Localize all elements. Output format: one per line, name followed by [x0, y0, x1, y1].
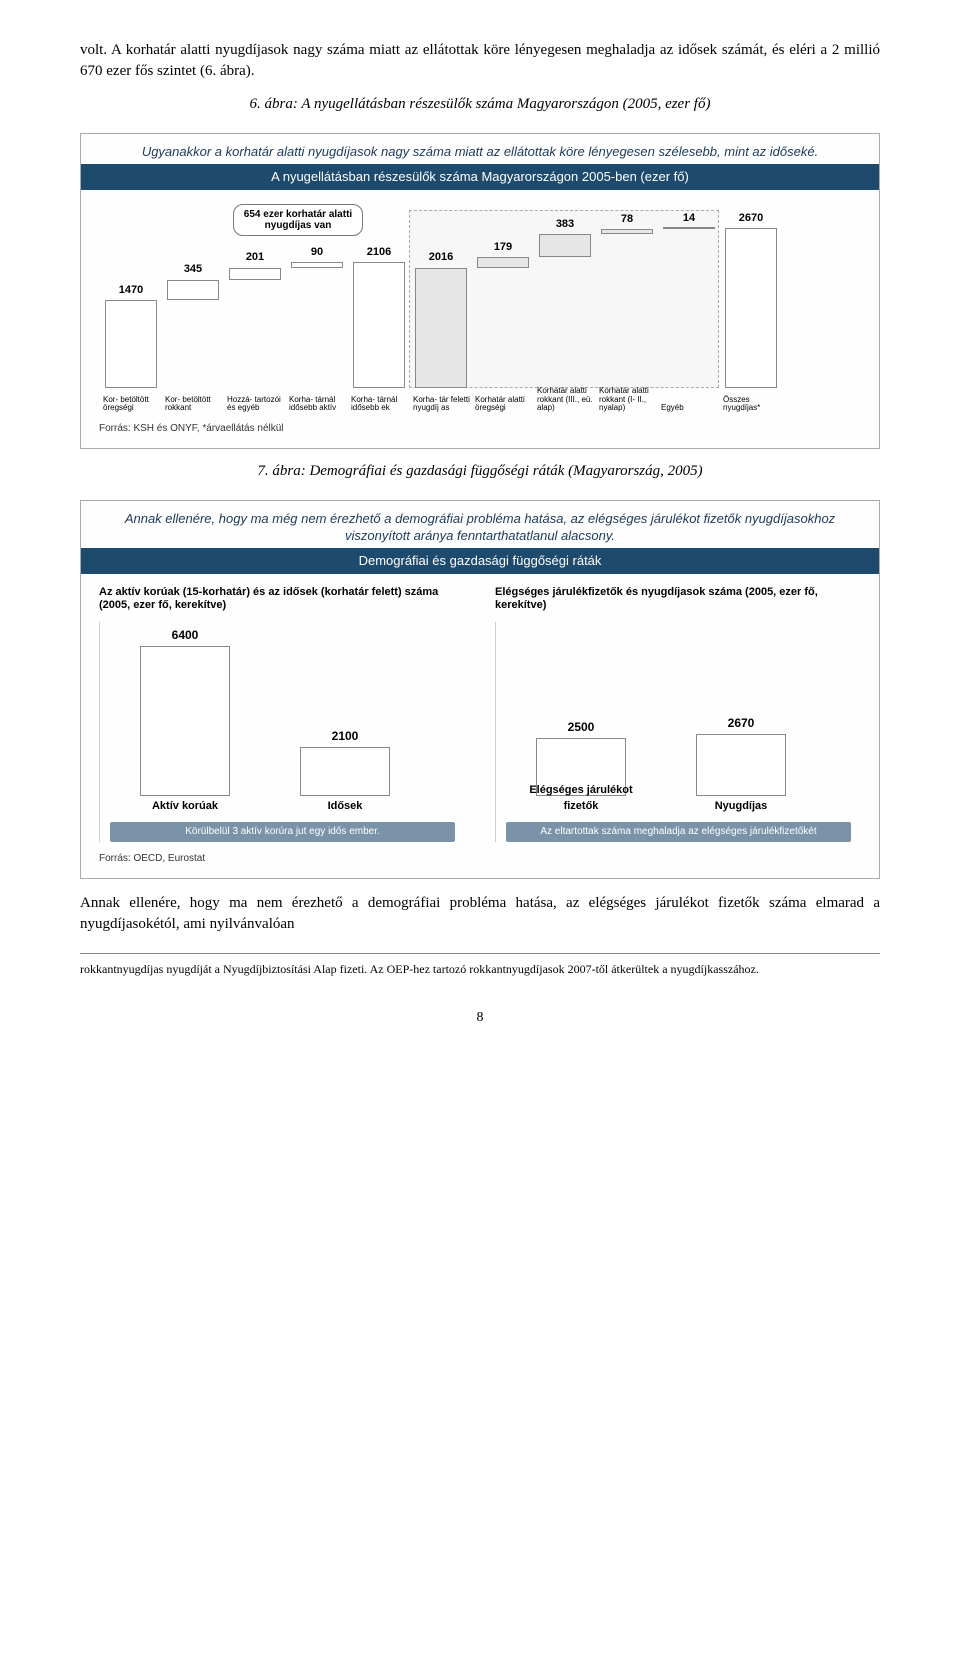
- fig6-bar: [291, 262, 343, 267]
- fig7-bar-category: Aktív korúak: [130, 799, 240, 814]
- fig6-bar-label: 90: [297, 245, 337, 260]
- fig7-left-bars: 6400 Aktív korúak 2100 Idősek Körülbelül 3 a…: [99, 622, 465, 842]
- fig6-bar: [229, 268, 281, 280]
- fig7-panel-right: Elégséges járulékfizetők és nyugdíjasok …: [495, 586, 861, 842]
- fig6-bar-label: 383: [545, 217, 585, 232]
- fig6-title-bar: A nyugellátásban részesülők száma Magyar…: [81, 164, 879, 190]
- fig7-lead: Annak ellenére, hogy ma még nem érezhető…: [99, 511, 861, 544]
- fig6-bar: [105, 300, 157, 388]
- fig6-category-label: Hozzá- tartozói és egyéb: [227, 396, 285, 413]
- fig6-bar: [167, 280, 219, 301]
- fig6-category-label: Korha- tárnál idősebb ek: [351, 396, 409, 413]
- fig6-bar-label: 1470: [111, 283, 151, 298]
- page-number: 8: [80, 1008, 880, 1028]
- fig6-bar: [663, 227, 715, 229]
- fig6-box: Ugyanakkor a korhatár alatti nyugdíjasok…: [80, 133, 880, 449]
- fig7-panel-right-title: Elégséges járulékfizetők és nyugdíjasok …: [495, 586, 861, 614]
- fig6-category-label: Korha- tár feletti nyugdíj as: [413, 396, 471, 413]
- fig6-category-label: Korhatár alatti öregségi: [475, 396, 533, 413]
- fig7-box: Annak ellenére, hogy ma még nem érezhető…: [80, 500, 880, 879]
- fig6-source: Forrás: KSH és ONYF, *árvaellátás nélkül: [99, 422, 861, 436]
- fig6-bar-label: 2016: [421, 250, 461, 265]
- fig7-bar-value: 2100: [300, 728, 390, 745]
- fig6-category-label: Egyéb: [661, 404, 719, 412]
- fig6-bar-label: 2670: [731, 211, 771, 226]
- fig7-bar-category: Idősek: [290, 799, 400, 814]
- fig6-waterfall-chart: 654 ezer korhatár alatti nyugdíjas van 14…: [99, 202, 861, 412]
- fig6-bar: [601, 229, 653, 234]
- fig7-bar-category: Nyugdíjas: [686, 799, 796, 814]
- fig6-category-label: Korha- tárnál idősebb aktív: [289, 396, 347, 413]
- fig7-bar-value: 2670: [696, 715, 786, 732]
- fig6-category-label: Korhatár alatti rokkant (III., eü. alap): [537, 387, 595, 412]
- fig6-category-label: Korhatár alatti rokkant (I- II., nyalap): [599, 387, 657, 412]
- fig7-bar-value: 6400: [140, 627, 230, 644]
- fig7-bar-value: 2500: [536, 719, 626, 736]
- fig6-caption: 6. ábra: A nyugellátásban részesülők szá…: [80, 94, 880, 115]
- fig7-right-bars: 2500 Elégséges járulékot fizetők 2670 Nyugd…: [495, 622, 861, 842]
- intro-paragraph: volt. A korhatár alatti nyugdíjasok nagy…: [80, 40, 880, 82]
- fig7-panel-left: Az aktív korúak (15-korhatár) és az idős…: [99, 586, 465, 842]
- closing-paragraph: Annak ellenére, hogy ma nem érezhető a d…: [80, 893, 880, 935]
- fig7-panel-note: Az eltartottak száma meghaladja az elégs…: [506, 822, 851, 842]
- fig6-bar: [725, 228, 777, 388]
- fig6-lead: Ugyanakkor a korhatár alatti nyugdíjasok…: [99, 144, 861, 160]
- footnote-separator: [80, 953, 880, 954]
- fig7-source: Forrás: OECD, Eurostat: [99, 852, 861, 866]
- fig6-bar-label: 14: [669, 211, 709, 226]
- fig6-bar-label: 2106: [359, 245, 399, 260]
- fig6-bar-label: 201: [235, 250, 275, 265]
- fig6-bubble: 654 ezer korhatár alatti nyugdíjas van: [233, 204, 363, 236]
- fig6-category-label: Összes nyugdíjas*: [723, 396, 781, 413]
- fig7-two-panel: Az aktív korúak (15-korhatár) és az idős…: [99, 586, 861, 842]
- fig7-title-bar: Demográfiai és gazdasági függőségi ráták: [81, 548, 879, 574]
- fig7-panel-left-title: Az aktív korúak (15-korhatár) és az idős…: [99, 586, 465, 614]
- footnote-text: rokkantnyugdíjas nyugdíját a Nyugdíjbizt…: [80, 962, 880, 978]
- fig6-bar-label: 179: [483, 240, 523, 255]
- fig6-bar-label: 78: [607, 212, 647, 227]
- fig6-bar: [477, 257, 529, 268]
- fig7-bar: [300, 747, 390, 796]
- fig7-bar: [696, 734, 786, 797]
- fig6-bar: [539, 234, 591, 257]
- fig7-caption: 7. ábra: Demográfiai és gazdasági függős…: [80, 461, 880, 482]
- fig7-bar: [140, 646, 230, 796]
- fig6-category-label: Kor- betöltött öregségi: [103, 396, 161, 413]
- fig6-bar-label: 345: [173, 262, 213, 277]
- fig6-category-label: Kor- betöltött rokkant: [165, 396, 223, 413]
- fig7-bar-category: Elégséges járulékot fizetők: [526, 783, 636, 814]
- fig6-bar: [353, 262, 405, 388]
- fig6-bar: [415, 268, 467, 389]
- fig7-panel-note: Körülbelül 3 aktív korúra jut egy idős e…: [110, 822, 455, 842]
